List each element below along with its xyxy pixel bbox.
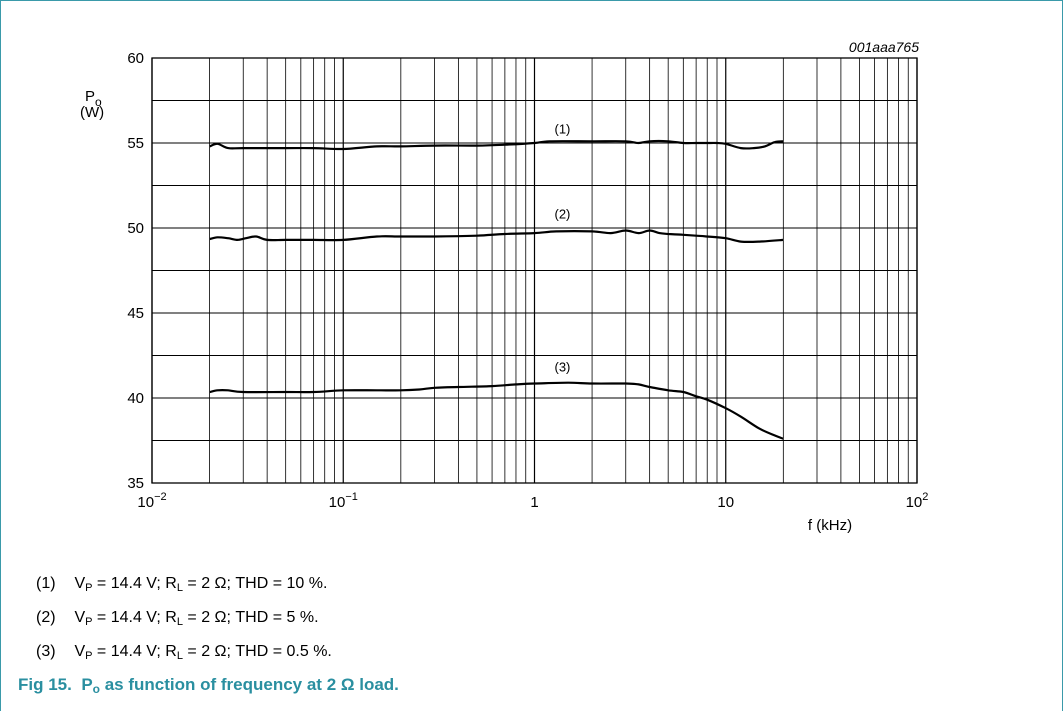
series-line-1 xyxy=(209,139,784,151)
note-r-sub: L xyxy=(176,616,183,628)
x-axis-label: f (kHz) xyxy=(808,517,852,534)
note-thd: THD = 0.5 %. xyxy=(235,643,332,660)
figure-caption: Fig 15. Po as function of frequency at 2… xyxy=(18,675,399,695)
series-label-3: (3) xyxy=(555,359,571,374)
y-tick-label: 60 xyxy=(127,50,144,67)
note-3: (3) VP = 14.4 V; RL = 2 Ω; THD = 0.5 %. xyxy=(36,643,332,662)
note-v: V xyxy=(74,609,86,626)
note-number: (2) xyxy=(36,609,56,626)
y-axis-label-subscript: o xyxy=(95,95,102,109)
series-label-1: (1) xyxy=(555,121,571,136)
note-thd: THD = 10 %. xyxy=(235,575,328,592)
x-tick-base: 10 xyxy=(906,494,923,511)
y-tick-label: 50 xyxy=(127,220,144,237)
note-2: (2) VP = 14.4 V; RL = 2 Ω; THD = 5 %. xyxy=(36,609,319,628)
note-r: R xyxy=(165,575,177,592)
note-r: R xyxy=(165,643,177,660)
note-v-sub: P xyxy=(85,582,93,594)
note-r: R xyxy=(165,609,177,626)
x-tick-exponent: −2 xyxy=(154,491,167,503)
caption-fig-number: Fig 15. xyxy=(18,675,72,694)
note-v-sub: P xyxy=(85,650,93,662)
note-v-val: = 14.4 V; xyxy=(92,609,166,626)
note-r-val: = 2 Ω; xyxy=(182,609,236,626)
note-r-val: = 2 Ω; xyxy=(182,643,236,660)
plot-border xyxy=(151,57,918,484)
y-tick-label: 40 xyxy=(127,390,144,407)
chart-curves: (1) (2) (3) xyxy=(209,121,784,440)
note-r-val: = 2 Ω; xyxy=(182,575,236,592)
note-v-sub: P xyxy=(85,616,93,628)
note-number: (3) xyxy=(36,643,56,660)
note-v-val: = 14.4 V; xyxy=(92,643,166,660)
y-axis-unit: (W) xyxy=(80,104,104,121)
figure-id: 001aaa765 xyxy=(849,39,919,55)
x-tick-base: 1 xyxy=(530,494,538,511)
series-line-3 xyxy=(209,381,784,440)
y-tick-label: 45 xyxy=(127,305,144,322)
x-tick-label: 10−1 xyxy=(329,491,358,511)
y-axis-label-symbol: P xyxy=(85,88,95,105)
note-number: (1) xyxy=(36,575,56,592)
y-tick-label: 35 xyxy=(127,475,144,492)
x-tick-base: 10 xyxy=(329,494,346,511)
caption-text: as function of frequency at 2 Ω load. xyxy=(100,675,399,694)
x-tick-exponent: −1 xyxy=(345,491,358,503)
note-v: V xyxy=(74,643,86,660)
x-tick-label: 1 xyxy=(530,494,538,511)
x-tick-label: 10−2 xyxy=(137,491,166,511)
x-tick-label: 102 xyxy=(906,491,929,511)
x-tick-label: 10 xyxy=(717,494,734,511)
x-tick-exponent: 2 xyxy=(922,491,928,503)
caption-symbol-subscript: o xyxy=(92,682,100,696)
y-axis-label: Po xyxy=(85,88,102,109)
note-v-val: = 14.4 V; xyxy=(92,575,166,592)
note-v: V xyxy=(74,575,86,592)
note-r-sub: L xyxy=(176,650,183,662)
series-line-2 xyxy=(209,229,784,244)
y-tick-labels: 35 40 45 50 55 60 xyxy=(127,50,144,492)
x-tick-base: 10 xyxy=(717,494,734,511)
series-label-2: (2) xyxy=(555,206,571,221)
note-r-sub: L xyxy=(176,582,183,594)
x-tick-labels: 10−2 10−1 1 10 102 xyxy=(137,491,928,511)
chart-grid xyxy=(151,57,918,484)
caption-symbol: P xyxy=(81,675,93,694)
note-thd: THD = 5 %. xyxy=(235,609,319,626)
x-tick-base: 10 xyxy=(137,494,154,511)
y-tick-label: 55 xyxy=(127,135,144,152)
note-1: (1) VP = 14.4 V; RL = 2 Ω; THD = 10 %. xyxy=(36,575,328,594)
